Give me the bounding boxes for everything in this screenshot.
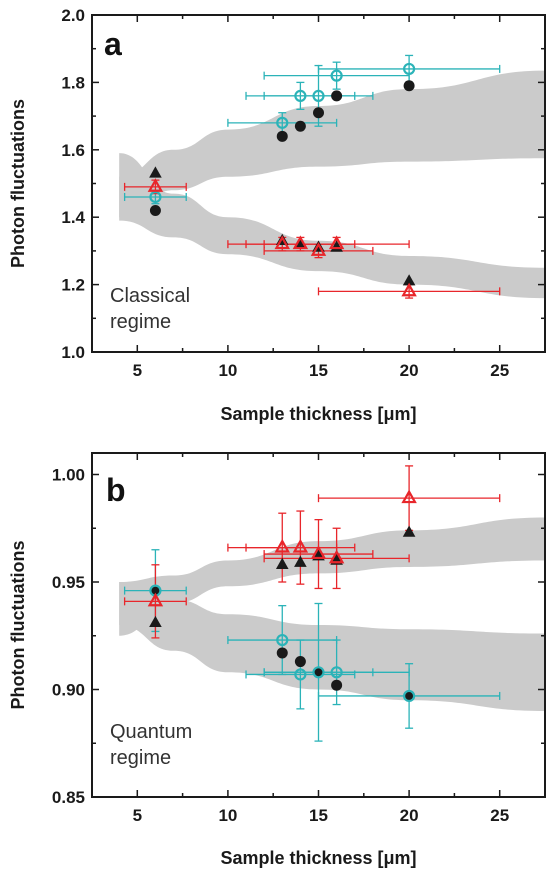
data-point-filled-triangle bbox=[294, 555, 307, 567]
data-point-filled-circle bbox=[149, 585, 161, 597]
y-tick-label: 1.2 bbox=[61, 276, 85, 295]
data-point-open-triangle bbox=[401, 282, 417, 297]
data-point-open-triangle bbox=[274, 538, 290, 553]
y-tick-label: 0.95 bbox=[52, 573, 85, 592]
data-point-filled-circle bbox=[276, 647, 288, 659]
data-point-filled-triangle bbox=[402, 274, 416, 286]
data-point-open-circle bbox=[276, 116, 289, 129]
data-point-filled-circle bbox=[276, 130, 288, 142]
y-axis-title: Photon fluctuations bbox=[8, 541, 28, 710]
data-point-filled-circle bbox=[149, 204, 161, 216]
data-point-open-circle bbox=[294, 89, 307, 102]
data-point-open-circle bbox=[403, 689, 416, 703]
x-axis-title: Sample thickness [μm] bbox=[220, 848, 416, 868]
data-point-filled-triangle bbox=[149, 615, 162, 628]
data-point-filled-triangle bbox=[402, 525, 416, 537]
data-point-open-circle bbox=[312, 89, 325, 102]
panel-a: 5 10 15 20 25 1.0 1.2 1.4 1.6 1.8 2.0 Sample thickn… bbox=[8, 6, 546, 424]
data-point-open-triangle bbox=[292, 538, 309, 553]
data-point-filled-circle bbox=[294, 656, 306, 668]
data-point-open-triangle bbox=[328, 235, 345, 250]
data-point-filled-circle bbox=[331, 679, 343, 691]
data-point-open-triangle bbox=[147, 592, 164, 607]
y-tick-label: 2.0 bbox=[61, 6, 85, 25]
y-tick-label: 1.6 bbox=[61, 141, 85, 160]
y-tick-label: 1.8 bbox=[61, 73, 85, 92]
data-point-open-triangle bbox=[292, 235, 309, 250]
data-point-filled-circle bbox=[403, 690, 415, 702]
data-point-filled-circle bbox=[331, 90, 343, 102]
panel-letter: b bbox=[106, 472, 126, 508]
data-point-open-circle bbox=[330, 666, 343, 679]
x-axis-title: Sample thickness [μm] bbox=[220, 404, 416, 424]
data-point-filled-triangle bbox=[149, 166, 162, 178]
theory-band bbox=[119, 70, 545, 218]
data-point-open-triangle bbox=[328, 549, 345, 564]
x-tick-label: 15 bbox=[309, 361, 328, 380]
regime-label: regime bbox=[110, 747, 171, 769]
theory-band bbox=[119, 582, 545, 711]
data-point-open-triangle bbox=[401, 489, 417, 504]
data-point-open-circle bbox=[149, 190, 162, 204]
data-point-open-circle bbox=[294, 668, 307, 681]
data-point-open-triangle bbox=[274, 235, 290, 250]
data-point-filled-circle bbox=[403, 80, 415, 92]
x-tick-label: 20 bbox=[400, 361, 419, 380]
panel-b: 5 10 15 20 25 0.85 0.90 0.95 1.00 Sample thicknes… bbox=[8, 452, 546, 868]
y-tick-label: 0.90 bbox=[52, 681, 85, 700]
data-point-filled-circle bbox=[313, 666, 324, 678]
x-tick-label: 5 bbox=[133, 806, 142, 825]
data-point-open-circle bbox=[330, 69, 343, 82]
x-tick-label: 25 bbox=[490, 361, 509, 380]
theory-band bbox=[119, 517, 545, 636]
data-point-filled-circle bbox=[294, 120, 306, 132]
data-point-open-triangle bbox=[310, 545, 327, 560]
y-tick-label: 1.0 bbox=[61, 343, 85, 362]
y-tick-label: 0.85 bbox=[52, 788, 85, 807]
data-point-filled-circle bbox=[313, 107, 324, 119]
plot-area bbox=[119, 465, 545, 742]
x-tick-label: 10 bbox=[218, 806, 237, 825]
x-tick-label: 20 bbox=[400, 806, 419, 825]
regime-label: Classical bbox=[110, 285, 190, 307]
regime-label: regime bbox=[110, 311, 171, 333]
panel-letter: a bbox=[104, 26, 122, 62]
data-point-filled-triangle bbox=[294, 237, 307, 249]
y-axis-title: Photon fluctuations bbox=[8, 99, 28, 268]
x-tick-label: 5 bbox=[133, 361, 142, 380]
data-point-open-circle bbox=[403, 62, 416, 76]
data-point-filled-triangle bbox=[275, 557, 289, 569]
theory-band bbox=[119, 153, 545, 299]
data-point-open-triangle bbox=[147, 178, 164, 192]
regime-label: Quantum bbox=[110, 721, 192, 743]
plot-area bbox=[119, 54, 545, 299]
x-tick-label: 10 bbox=[218, 361, 237, 380]
x-tick-label: 15 bbox=[309, 806, 328, 825]
y-tick-label: 1.4 bbox=[61, 208, 85, 227]
x-tick-label: 25 bbox=[490, 806, 509, 825]
data-point-open-circle bbox=[312, 666, 325, 679]
y-tick-label: 1.00 bbox=[52, 466, 85, 485]
data-point-open-circle bbox=[276, 633, 289, 647]
data-point-open-triangle bbox=[310, 242, 327, 256]
